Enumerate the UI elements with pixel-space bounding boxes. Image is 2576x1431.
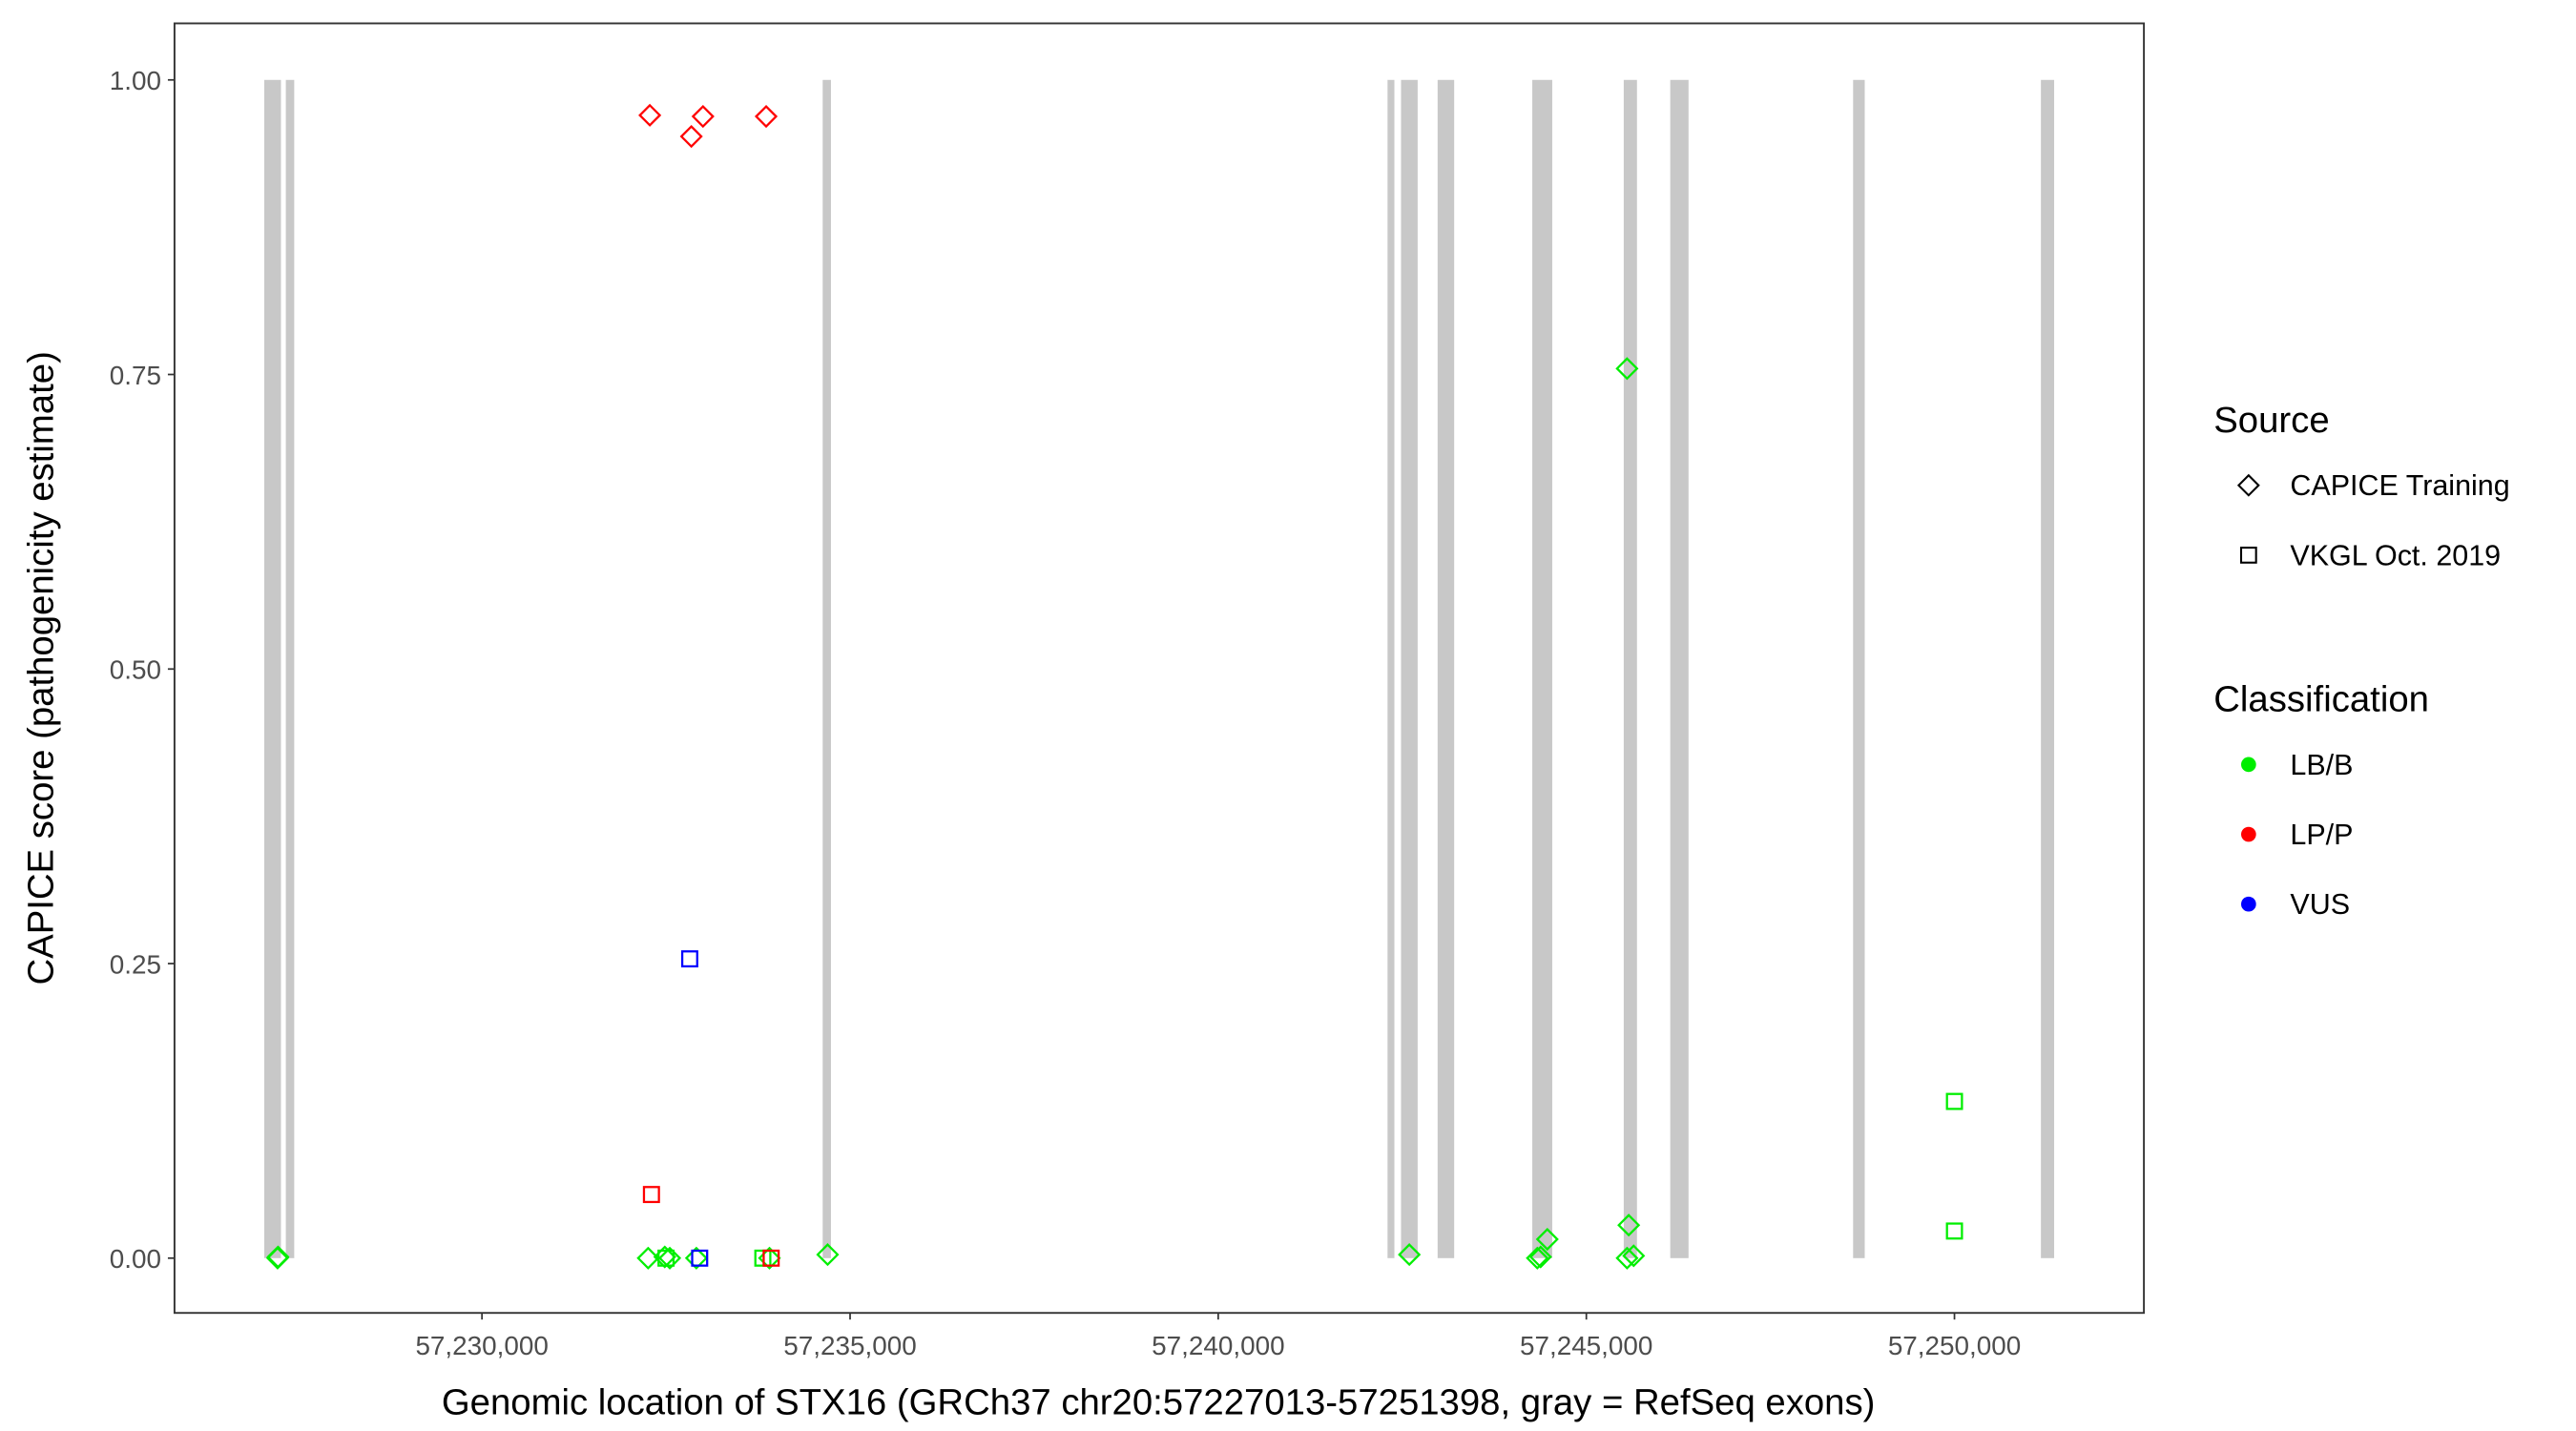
x-axis-title: Genomic location of STX16 (GRCh37 chr20:… bbox=[442, 1381, 1876, 1422]
axes: 57,230,000 57,235,000 57,240,000 57,245,000… bbox=[110, 66, 2022, 1360]
exon-band bbox=[1401, 79, 1418, 1258]
data-point-diamond bbox=[691, 104, 715, 129]
legend-classification-item: LB/B bbox=[2290, 749, 2353, 781]
data-point-diamond bbox=[754, 104, 779, 129]
exon-band bbox=[263, 79, 281, 1258]
legend-square-icon bbox=[2239, 547, 2257, 564]
exon-band bbox=[2041, 79, 2055, 1258]
data-point-square bbox=[642, 1186, 660, 1204]
legend-diamond-icon bbox=[2236, 473, 2260, 497]
data-point-square bbox=[1945, 1222, 1963, 1240]
x-tick-label: 57,240,000 bbox=[1152, 1331, 1284, 1360]
exon-band bbox=[822, 79, 831, 1258]
exon-band bbox=[285, 79, 295, 1258]
y-axis-title: CAPICE score (pathogenicity estimate) bbox=[21, 351, 62, 985]
data-point-diamond bbox=[679, 124, 703, 149]
data-point-diamond bbox=[1615, 1246, 1639, 1270]
legend-dot-icon bbox=[2241, 757, 2256, 773]
legend-source: Source CAPICE Training VKGL Oct. 2019 bbox=[2213, 400, 2509, 571]
y-tick-label: 0.00 bbox=[110, 1244, 161, 1274]
x-tick-label: 57,235,000 bbox=[783, 1331, 916, 1360]
exon-band bbox=[1437, 79, 1455, 1258]
exon-band bbox=[1387, 79, 1395, 1258]
exon-bands bbox=[263, 79, 2055, 1258]
x-tick-label: 57,230,000 bbox=[415, 1331, 548, 1360]
data-point-diamond bbox=[638, 103, 662, 127]
data-point-diamond bbox=[1528, 1245, 1552, 1269]
data-point-diamond bbox=[1535, 1227, 1559, 1252]
exon-band bbox=[1853, 79, 1865, 1258]
legend-classification: Classification LB/B LP/P VUS bbox=[2213, 679, 2429, 922]
legend-source-item: CAPICE Training bbox=[2290, 469, 2509, 502]
plot-panel bbox=[173, 22, 2146, 1315]
exon-band bbox=[1623, 79, 1637, 1258]
legend-dot-icon bbox=[2241, 826, 2256, 842]
data-point-square bbox=[762, 1249, 780, 1267]
x-tick-label: 57,245,000 bbox=[1520, 1331, 1652, 1360]
data-point-diamond bbox=[1615, 357, 1639, 381]
y-tick-label: 0.50 bbox=[110, 655, 161, 685]
exon-band bbox=[1532, 79, 1552, 1258]
data-point-square bbox=[1945, 1092, 1963, 1110]
data-point-square bbox=[680, 950, 698, 968]
data-point-diamond bbox=[266, 1245, 290, 1269]
legend-classification-title: Classification bbox=[2213, 679, 2429, 720]
legend-source-title: Source bbox=[2213, 400, 2329, 441]
data-point-diamond bbox=[657, 1246, 682, 1270]
data-point-diamond bbox=[1617, 1213, 1641, 1237]
legend-classification-item: VUS bbox=[2290, 888, 2350, 921]
legend-dot-icon bbox=[2241, 896, 2256, 912]
data-point-diamond bbox=[636, 1246, 660, 1270]
x-tick-label: 57,250,000 bbox=[1888, 1331, 2021, 1360]
exon-band bbox=[1670, 79, 1689, 1258]
legend-classification-item: LP/P bbox=[2290, 819, 2353, 851]
data-points bbox=[265, 103, 1963, 1270]
data-point-square bbox=[657, 1249, 675, 1267]
data-point-diamond bbox=[816, 1243, 840, 1267]
data-point-diamond bbox=[684, 1246, 708, 1270]
data-point-square bbox=[691, 1249, 709, 1267]
y-tick-label: 0.75 bbox=[110, 361, 161, 390]
y-tick-label: 1.00 bbox=[110, 66, 161, 95]
data-point-diamond bbox=[1622, 1244, 1646, 1268]
data-point-diamond bbox=[1398, 1243, 1422, 1267]
data-point-diamond bbox=[1526, 1246, 1549, 1270]
legend-source-item: VKGL Oct. 2019 bbox=[2290, 539, 2501, 571]
y-tick-label: 0.25 bbox=[110, 949, 161, 979]
